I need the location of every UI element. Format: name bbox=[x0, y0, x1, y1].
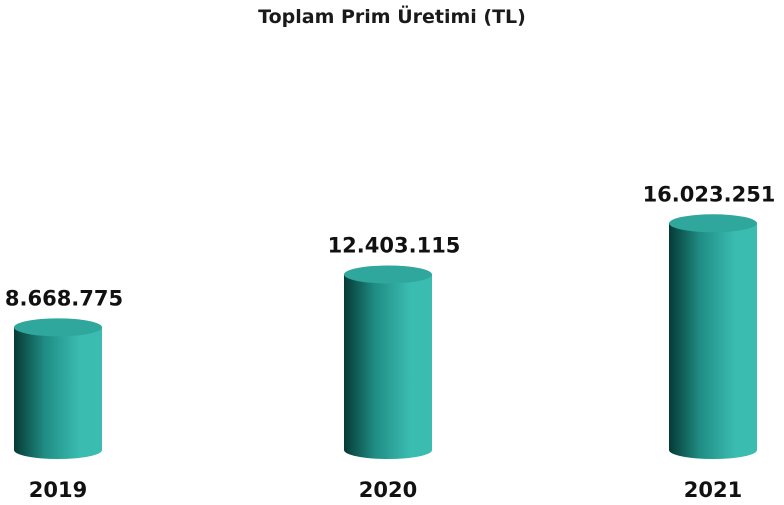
x-tick-label: 2020 bbox=[359, 478, 417, 502]
bar-body bbox=[14, 327, 102, 459]
chart-title: Toplam Prim Üretimi (TL) bbox=[258, 6, 526, 28]
bar-top bbox=[344, 265, 432, 284]
bar-top bbox=[669, 214, 757, 233]
x-tick-label: 2019 bbox=[29, 478, 87, 502]
value-label: 12.403.115 bbox=[328, 233, 461, 257]
bar-2019 bbox=[14, 318, 102, 459]
bar-body bbox=[344, 274, 432, 459]
labels-layer: 8.668.775 2019 12.403.115 2020 16.023.251 202… bbox=[5, 182, 776, 502]
bar-top bbox=[14, 318, 102, 337]
bar-2021 bbox=[669, 214, 757, 459]
bar-body bbox=[669, 223, 757, 459]
bars-layer bbox=[14, 214, 757, 459]
x-tick-label: 2021 bbox=[684, 478, 742, 502]
value-label: 16.023.251 bbox=[643, 182, 776, 206]
value-label: 8.668.775 bbox=[5, 286, 123, 310]
bar-2020 bbox=[344, 265, 432, 459]
